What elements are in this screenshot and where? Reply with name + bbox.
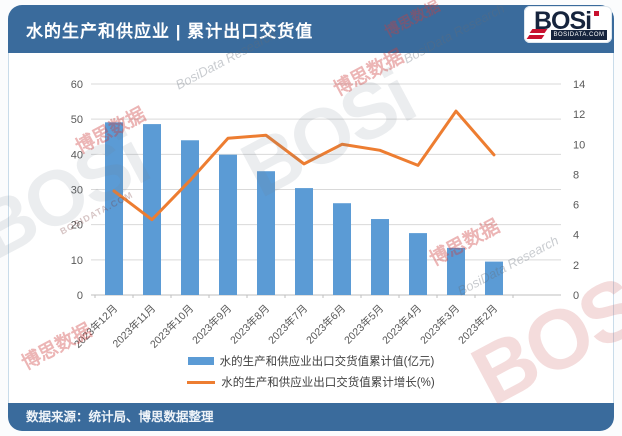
chart-area: 0 10 20 30 40 50 60 0 2 4 6 8 10 12 14 2023年12月 2023年11月… <box>8 53 614 403</box>
data-source: 数据来源：统计局、博思数据整理 <box>26 410 214 424</box>
footer-bar: 数据来源：统计局、博思数据整理 <box>8 403 614 431</box>
bar-column <box>447 247 465 295</box>
left-axis-tick-label: 40 <box>71 149 83 161</box>
bar-column <box>409 233 427 295</box>
left-axis-tick-label: 20 <box>71 220 83 232</box>
bar-column <box>333 203 351 295</box>
combo-chart: 0102030405060024681012142023年12月2023年11月… <box>71 79 586 351</box>
right-axis-tick-label: 10 <box>573 139 585 151</box>
right-axis-tick-label: 6 <box>573 200 579 212</box>
left-axis-tick-label: 50 <box>71 114 83 126</box>
x-axis-category-label: 2023年2月 <box>455 302 500 347</box>
right-axis-tick-label: 0 <box>573 290 579 302</box>
left-axis-tick-label: 10 <box>71 255 83 267</box>
bosi-logo: BOSi BOSIDATA.COM <box>524 6 612 43</box>
x-axis-category-label: 2023年3月 <box>417 302 462 347</box>
x-axis-category-label: 2023年9月 <box>189 302 234 347</box>
bosi-logo-stripe-icon <box>529 29 548 33</box>
bar-column <box>181 140 199 295</box>
left-axis-tick-label: 0 <box>77 290 83 302</box>
chart-legend: 水的生产和供应业出口交货值累计值(亿元) 水的生产和供应业出口交货值累计增长(%) <box>9 353 613 390</box>
bar-column <box>257 171 275 295</box>
x-axis-category-label: 2023年6月 <box>303 302 348 347</box>
bar-column <box>485 261 503 295</box>
right-axis-tick-label: 8 <box>573 169 579 181</box>
header-bar: 水的生产和供应业 | 累计出口交货值 <box>8 5 614 53</box>
left-axis-tick-label: 60 <box>71 79 83 91</box>
right-axis-tick-label: 14 <box>573 79 585 91</box>
x-axis-category-label: 2023年5月 <box>341 302 386 347</box>
left-axis-tick-label: 30 <box>71 185 83 197</box>
legend-bar-swatch-icon <box>187 357 214 365</box>
page-title: 水的生产和供应业 | 累计出口交货值 <box>26 21 314 41</box>
right-axis-tick-label: 2 <box>573 260 579 272</box>
legend-item: 水的生产和供应业出口交货值累计增长(%) <box>187 374 435 390</box>
x-axis-category-label: 2023年4月 <box>379 302 424 347</box>
legend-item: 水的生产和供应业出口交货值累计值(亿元) <box>187 353 435 369</box>
bosi-logo-dot-icon <box>594 11 599 16</box>
legend-line-swatch-icon <box>187 380 216 384</box>
bosi-logo-site: BOSIDATA.COM <box>551 30 607 40</box>
bar-column <box>143 124 161 295</box>
bar-column <box>105 122 123 295</box>
bar-column <box>219 154 237 295</box>
bosi-logo-stripe-icon <box>526 35 545 39</box>
right-axis-tick-label: 12 <box>573 109 585 121</box>
bar-column <box>371 219 389 295</box>
x-axis-category-label: 2023年8月 <box>227 302 272 347</box>
x-axis-category-label: 2023年7月 <box>265 302 310 347</box>
growth-line <box>112 109 496 222</box>
legend-label: 水的生产和供应业出口交货值累计值(亿元) <box>219 356 435 368</box>
legend-label: 水的生产和供应业出口交货值累计增长(%) <box>221 377 435 389</box>
bar-column <box>295 188 313 295</box>
right-axis-tick-label: 4 <box>573 230 579 242</box>
